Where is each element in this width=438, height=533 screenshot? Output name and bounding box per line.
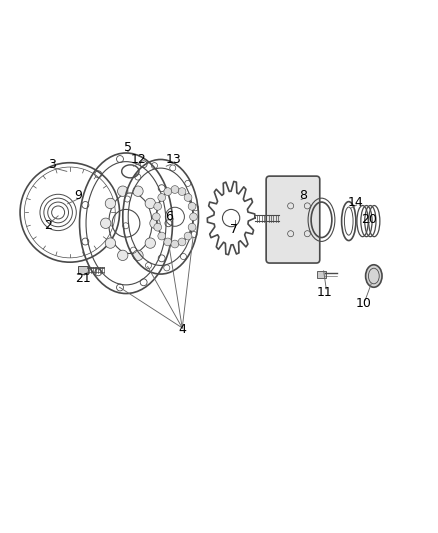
Circle shape	[158, 193, 166, 201]
Text: 11: 11	[317, 286, 333, 299]
Circle shape	[145, 238, 155, 248]
Circle shape	[184, 193, 192, 201]
Circle shape	[178, 238, 186, 246]
Circle shape	[150, 218, 160, 229]
Circle shape	[164, 188, 172, 196]
Text: 8: 8	[299, 189, 307, 201]
Text: 21: 21	[75, 272, 91, 285]
Circle shape	[105, 198, 116, 208]
Text: 9: 9	[74, 189, 82, 201]
Text: 6: 6	[165, 211, 173, 223]
FancyBboxPatch shape	[78, 265, 88, 274]
Circle shape	[152, 213, 160, 221]
Text: 3: 3	[49, 158, 57, 172]
Text: 2: 2	[44, 219, 52, 232]
Circle shape	[171, 185, 179, 193]
Circle shape	[105, 238, 116, 248]
Ellipse shape	[366, 265, 382, 287]
Text: 12: 12	[131, 153, 147, 166]
Circle shape	[178, 188, 186, 196]
Circle shape	[133, 186, 143, 196]
Circle shape	[164, 238, 172, 246]
Text: 5: 5	[124, 141, 132, 154]
FancyBboxPatch shape	[266, 176, 320, 263]
FancyBboxPatch shape	[317, 271, 326, 278]
Circle shape	[117, 250, 128, 261]
Circle shape	[158, 232, 166, 240]
Circle shape	[133, 250, 143, 261]
Circle shape	[190, 213, 198, 221]
Circle shape	[188, 223, 196, 231]
Text: 13: 13	[166, 153, 181, 166]
Circle shape	[100, 218, 111, 229]
Circle shape	[171, 240, 179, 248]
Circle shape	[154, 203, 162, 210]
Circle shape	[117, 186, 128, 196]
Circle shape	[145, 198, 155, 208]
Circle shape	[184, 232, 192, 240]
Circle shape	[188, 203, 196, 210]
Text: 20: 20	[361, 213, 378, 227]
Text: 14: 14	[347, 196, 363, 209]
Text: 4: 4	[178, 322, 186, 336]
Circle shape	[154, 223, 162, 231]
Text: 7: 7	[230, 223, 238, 236]
Text: 10: 10	[356, 297, 372, 310]
